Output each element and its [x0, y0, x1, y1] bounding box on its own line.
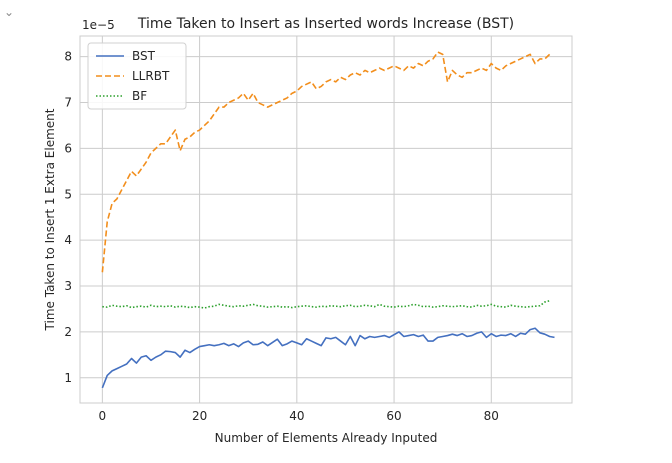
x-tick-label: 60	[386, 409, 401, 423]
y-tick-label: 6	[64, 141, 72, 155]
y-tick-label: 2	[64, 325, 72, 339]
legend-label-llrbt: LLRBT	[132, 69, 170, 83]
series-line-bf	[102, 299, 550, 309]
x-axis-label: Number of Elements Already Inputed	[215, 431, 438, 445]
series-line-llrbt	[101, 51, 551, 273]
ticks: 0 20 40 60 80 1 2 3 4 5 6 7 8	[64, 50, 499, 423]
y-tick-label: 1	[64, 371, 72, 385]
y-tick-label: 8	[64, 50, 72, 64]
series-group	[101, 51, 555, 389]
x-tick-label: 80	[484, 409, 499, 423]
x-tick-label: 40	[289, 409, 304, 423]
y-tick-label: 4	[64, 233, 72, 247]
y-axis-label: Time Taken to Insert 1 Extra Element	[43, 108, 57, 331]
grid	[80, 36, 572, 403]
y-tick-label: 5	[64, 187, 72, 201]
chart-title: Time Taken to Insert as Inserted words I…	[137, 16, 514, 32]
legend-box	[87, 42, 187, 110]
legend-label-bf: BF	[132, 89, 147, 103]
x-tick-label: 0	[99, 409, 107, 423]
y-tick-label: 7	[64, 96, 72, 110]
legend: BST LLRBT BF	[87, 42, 187, 110]
x-tick-label: 20	[192, 409, 207, 423]
legend-label-bst: BST	[132, 49, 156, 63]
chevron-down-icon[interactable]: ⌄	[4, 5, 15, 19]
y-tick-label: 3	[64, 279, 72, 293]
y-offset-label: 1e−5	[82, 18, 115, 32]
series-line-bst	[101, 327, 555, 389]
